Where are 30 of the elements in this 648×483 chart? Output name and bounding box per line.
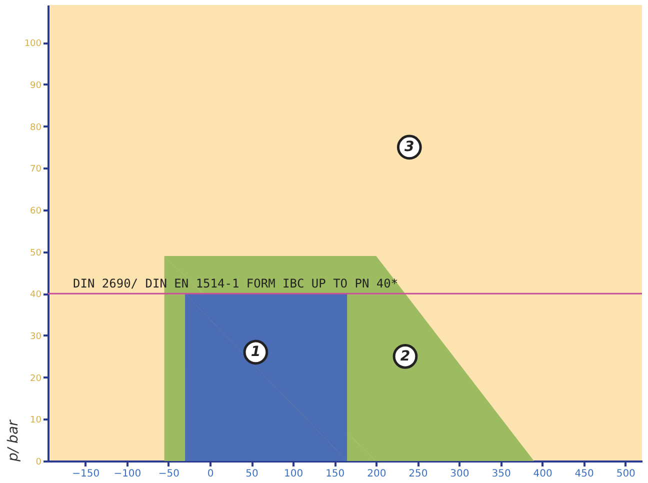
y-tick-label: 50 xyxy=(30,248,42,258)
annotation: 1 xyxy=(250,344,261,360)
x-tick-label: 50 xyxy=(246,468,258,480)
y-tick-label: 90 xyxy=(30,80,42,91)
x-tick-label: 250 xyxy=(408,468,428,480)
x-tick-label: 300 xyxy=(450,468,470,480)
annotation: 2 xyxy=(400,348,410,364)
x-tick-label: 350 xyxy=(492,468,511,480)
y-tick-label: 40 xyxy=(30,290,42,300)
y-axis-title: p/ bar xyxy=(5,418,22,462)
x-tick-label: 200 xyxy=(367,468,386,480)
y-tick-label: 30 xyxy=(30,332,42,342)
y-tick-label: 80 xyxy=(30,122,42,133)
y-tick-label: 60 xyxy=(30,206,42,216)
x-tick-label: 100 xyxy=(284,468,304,480)
y-tick-label: 0 xyxy=(36,458,42,468)
y-tick-label: 20 xyxy=(30,374,42,384)
x-tick-label: 400 xyxy=(533,468,552,480)
y-tick-label: 10 xyxy=(30,416,42,426)
x-tick-label: 0 xyxy=(207,468,214,480)
x-tick-label: −100 xyxy=(114,468,142,480)
ref-line-label: DIN 2690/ DIN EN 1514-1 FORM IBC UP TO PN 40* xyxy=(73,276,398,291)
x-tick-label: 150 xyxy=(326,468,345,480)
y-tick-label: 100 xyxy=(24,39,42,50)
y-tick-label: 70 xyxy=(30,164,42,175)
annotation: 3 xyxy=(404,139,414,156)
x-tick-label: −50 xyxy=(158,468,180,480)
x-tick-label: −150 xyxy=(72,468,100,480)
x-tick-label: 500 xyxy=(616,468,636,480)
x-tick-label: 450 xyxy=(574,468,594,480)
